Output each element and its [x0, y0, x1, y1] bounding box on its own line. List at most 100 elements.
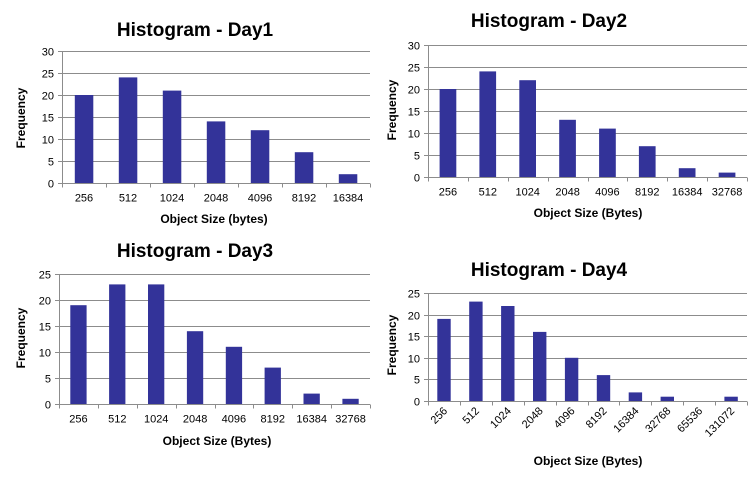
y-axis-label: Frequency: [385, 314, 399, 375]
chart-title: Histogram - Day3: [117, 241, 273, 262]
x-tick-label: 256: [69, 414, 87, 426]
x-tick-label: 131072: [703, 405, 737, 439]
y-axis-label: Frequency: [385, 79, 399, 140]
x-tick-label: 256: [75, 193, 93, 205]
y-tick-label: 15: [42, 113, 54, 125]
y-tick-label: 10: [408, 129, 420, 141]
bar: [437, 318, 451, 401]
bar: [599, 128, 616, 177]
y-tick-label: 20: [408, 85, 420, 97]
bar: [479, 71, 497, 177]
bar: [303, 393, 320, 404]
y-tick-label: 15: [39, 322, 51, 334]
bar: [559, 119, 576, 177]
y-tick-label: 0: [48, 179, 54, 191]
chart-title: Histogram - Day2: [471, 11, 627, 32]
y-tick-label: 5: [414, 375, 420, 387]
bar: [294, 152, 314, 183]
x-tick-label: 2048: [204, 193, 228, 205]
x-tick-label: 4096: [552, 405, 578, 431]
histogram-day4-chart: Histogram - Day4 Frequency Object Size (…: [385, 260, 748, 468]
bar: [338, 174, 358, 183]
bar: [186, 331, 204, 404]
x-tick-label: 32768: [335, 414, 366, 426]
x-axis-label: Object Size (Bytes): [534, 206, 643, 220]
y-tick-label: 15: [408, 332, 420, 344]
x-tick-label: 1024: [144, 414, 168, 426]
x-tick-label: 65536: [675, 405, 705, 435]
x-axis-label: Object Size (bytes): [160, 212, 267, 226]
plot-area: 0 5 10 15 20 25 256 512 1024 2048 4096 8192 16384 327…: [408, 289, 748, 440]
x-tick-label: 16384: [296, 414, 327, 426]
y-tick-label: 20: [408, 311, 420, 323]
x-tick-label: 8192: [584, 405, 610, 431]
bar: [439, 89, 457, 177]
x-tick-label: 512: [108, 414, 126, 426]
histogram-day2-chart: Histogram - Day2 Frequency Object Size (…: [385, 11, 748, 220]
bar: [533, 331, 547, 401]
bar: [469, 301, 483, 401]
x-tick-label: 2048: [183, 414, 207, 426]
x-axis-label: Object Size (Bytes): [534, 454, 643, 468]
y-tick-label: 5: [414, 151, 420, 163]
x-tick-label: 512: [119, 193, 137, 205]
plot-area: 0 5 10 15 20 25 30 256 512 1024 2048 4096 8192 16384: [42, 47, 371, 205]
x-tick-label: 1024: [488, 405, 514, 431]
y-axis-label: Frequency: [14, 307, 28, 368]
x-tick-label: 32768: [712, 187, 743, 199]
chart-title: Histogram - Day4: [471, 260, 628, 281]
y-tick-label: 10: [42, 135, 54, 147]
x-tick-label: 1024: [160, 193, 184, 205]
bar: [74, 95, 94, 183]
y-tick-label: 25: [408, 63, 420, 75]
x-tick-label: 32768: [643, 405, 673, 435]
x-tick-label: 512: [460, 405, 481, 426]
y-tick-label: 20: [39, 296, 51, 308]
y-tick-label: 25: [408, 289, 420, 301]
bar: [596, 375, 611, 401]
bar: [724, 396, 738, 401]
chart-title: Histogram - Day1: [117, 20, 274, 41]
bar: [628, 392, 643, 401]
bar: [70, 305, 87, 404]
y-tick-label: 0: [45, 400, 51, 412]
histogram-day3-chart: Histogram - Day3 Frequency Object Size (…: [14, 241, 371, 448]
bar: [250, 130, 270, 183]
y-tick-label: 20: [42, 91, 54, 103]
y-tick-label: 0: [414, 397, 420, 409]
x-tick-label: 4096: [222, 414, 246, 426]
x-tick-label: 16384: [672, 187, 703, 199]
x-tick-label: 2048: [520, 405, 546, 431]
histogram-day1-chart: Histogram - Day1 Frequency Object Size (…: [14, 20, 371, 226]
x-tick-label: 16384: [333, 193, 364, 205]
x-tick-label: 256: [429, 405, 450, 426]
bar: [638, 146, 656, 177]
y-tick-label: 25: [39, 270, 51, 282]
bar: [564, 357, 579, 401]
y-tick-label: 5: [48, 157, 54, 169]
x-tick-label: 8192: [635, 187, 659, 199]
bar: [501, 306, 515, 401]
x-axis-label: Object Size (Bytes): [163, 434, 272, 448]
bar: [225, 346, 243, 404]
y-tick-label: 30: [408, 41, 420, 53]
y-tick-label: 10: [39, 348, 51, 360]
y-axis-label: Frequency: [14, 87, 28, 148]
x-tick-label: 8192: [261, 414, 285, 426]
x-tick-label: 256: [439, 187, 457, 199]
bar: [148, 284, 165, 404]
bar: [678, 168, 696, 177]
x-tick-label: 2048: [555, 187, 579, 199]
bar: [264, 367, 281, 404]
plot-area: 0 5 10 15 20 25 30 256 512 1024 2048 4096 8192 16384 3…: [408, 41, 748, 199]
bar: [118, 77, 138, 183]
x-tick-label: 16384: [611, 405, 641, 435]
x-tick-label: 1024: [515, 187, 539, 199]
bar: [718, 172, 736, 177]
bar: [206, 121, 226, 183]
y-tick-label: 30: [42, 47, 54, 59]
bar: [660, 396, 674, 401]
y-tick-label: 10: [408, 354, 420, 366]
